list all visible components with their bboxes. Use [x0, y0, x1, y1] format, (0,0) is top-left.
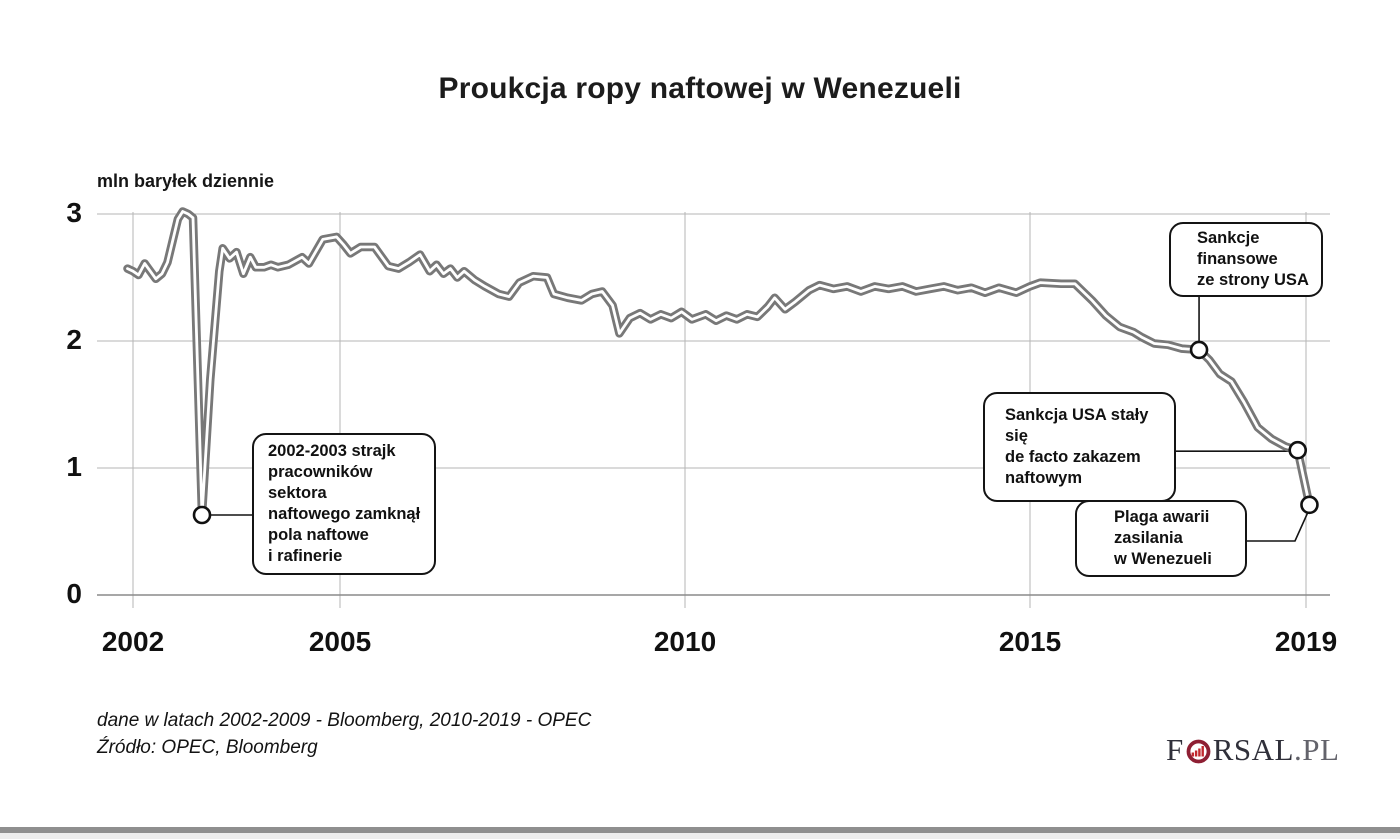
- page-title: Proukcja ropy naftowej w Wenezueli: [438, 72, 962, 105]
- logo-letters: RSAL: [1212, 732, 1294, 767]
- bottom-bar-shadow: [0, 833, 1400, 839]
- y-tick-label: 3: [66, 197, 82, 228]
- y-axis-label: mln baryłek dziennie: [97, 171, 275, 191]
- x-tick-label: 2005: [308, 626, 372, 657]
- annotation-sanctions-ban: Sankcja USA stały się de facto zakazem n…: [983, 392, 1176, 502]
- data-note: dane w latach 2002-2009 - Bloomberg, 201…: [97, 710, 592, 731]
- source-note: Źródło: OPEC, Bloomberg: [97, 737, 318, 758]
- annotation-sanctions-financial: Sankcje finansowe ze strony USA: [1169, 222, 1323, 297]
- bottom-bar: [0, 827, 1400, 833]
- x-tick-label: 2015: [998, 626, 1062, 657]
- y-tick-label: 1: [66, 451, 82, 482]
- logo-letter-f: F: [1166, 732, 1184, 767]
- annotation-strike: 2002-2003 strajk pracowników sektora naf…: [252, 433, 436, 575]
- logo-domain: .PL: [1294, 732, 1340, 767]
- logo-bar-chart-ring-icon: [1186, 739, 1211, 764]
- x-tick-label: 2010: [653, 626, 717, 657]
- x-tick-label: 2019: [1274, 626, 1338, 657]
- forsal-logo: F RSAL .PL: [1166, 732, 1340, 767]
- x-tick-label: 2002: [101, 626, 165, 657]
- y-tick-label: 2: [66, 324, 82, 355]
- y-tick-label: 0: [66, 578, 82, 609]
- annotation-blackouts: Plaga awarii zasilania w Wenezueli: [1075, 500, 1247, 577]
